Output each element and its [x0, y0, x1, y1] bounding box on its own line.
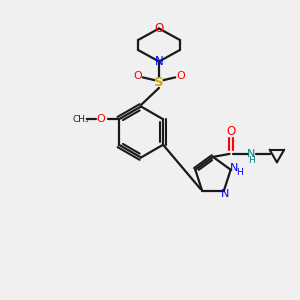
Text: O: O [176, 71, 185, 81]
Text: O: O [154, 22, 164, 35]
Text: H: H [249, 156, 255, 165]
Text: H: H [236, 168, 242, 177]
Text: N: N [247, 149, 256, 159]
Text: N: N [221, 189, 230, 199]
Text: CH₃: CH₃ [73, 115, 89, 124]
Text: S: S [154, 76, 164, 89]
Text: N: N [154, 55, 164, 68]
Text: O: O [133, 71, 142, 81]
Text: O: O [97, 114, 105, 124]
Text: O: O [226, 125, 236, 138]
Text: N: N [230, 163, 238, 173]
